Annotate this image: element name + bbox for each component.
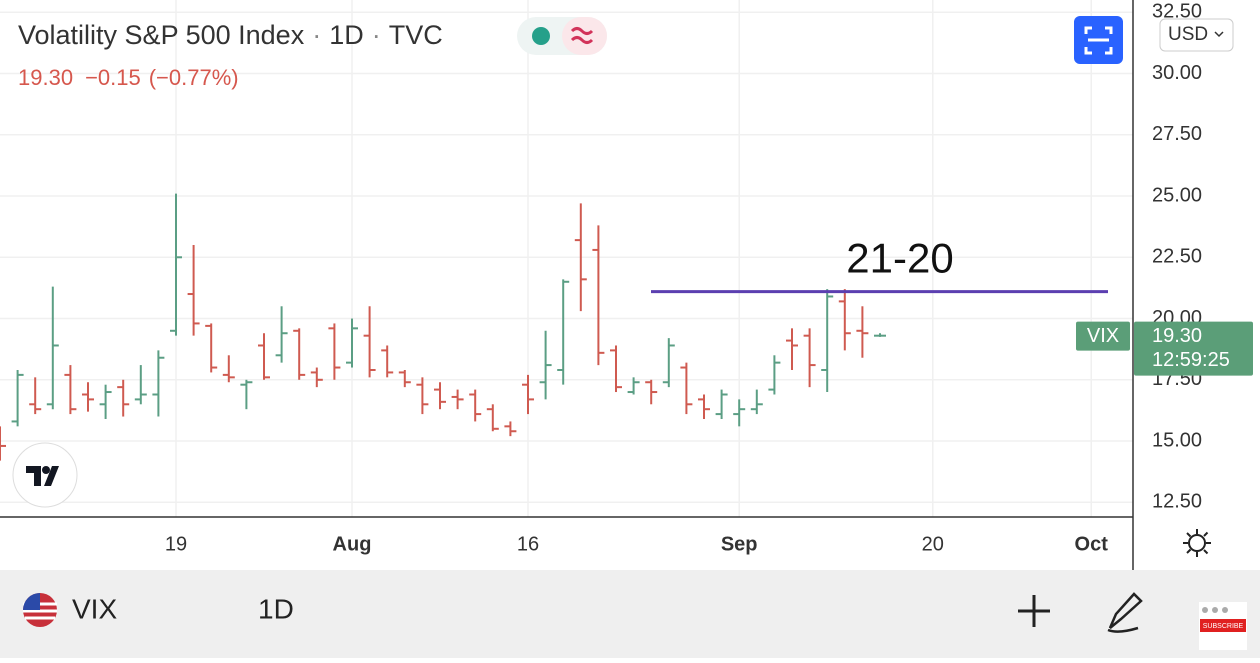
x-tick-label: Sep (721, 533, 758, 555)
interval: 1D (329, 20, 364, 50)
x-tick-label: 16 (517, 533, 539, 555)
add-button[interactable] (1018, 595, 1050, 627)
x-tick-label: 19 (165, 533, 187, 555)
last-price: 19.30 (18, 65, 73, 90)
tradingview-logo[interactable] (12, 442, 78, 508)
fullscreen-button[interactable] (1074, 16, 1123, 64)
x-tick-label: Oct (1075, 533, 1109, 555)
separator: · (312, 20, 321, 50)
symbol-tag (1076, 321, 1130, 351)
x-tick-label: Aug (333, 533, 372, 555)
settings-button[interactable] (1183, 529, 1211, 557)
countdown: 12:59:25 (1152, 349, 1230, 371)
price-tag (1134, 321, 1253, 376)
change-pct: (−0.77%) (149, 65, 239, 90)
currency: USD (1168, 24, 1208, 45)
price-change: 19.30 −0.15 (−0.77%) (18, 65, 239, 90)
x-tick-label: 20 (922, 533, 944, 555)
toolbar-interval[interactable]: 1D (258, 593, 294, 624)
y-tick-label: 32.50 (1152, 1, 1202, 23)
toolbar (0, 570, 1260, 658)
draw-button[interactable] (1107, 592, 1143, 633)
currency-dropdown[interactable]: USD (1159, 18, 1234, 52)
title: Volatility S&P 500 Index (18, 20, 305, 50)
status-pill[interactable] (517, 17, 607, 55)
marks: 21-20 (0, 193, 1108, 461)
symbol-title: Volatility S&P 500 Index · 1D · TVC (18, 20, 443, 50)
y-tick-label: 15.00 (1152, 429, 1202, 451)
chart-bg (0, 0, 1260, 570)
y-tick-label: 27.50 (1152, 123, 1202, 145)
flag-icon (23, 593, 57, 627)
x-axis: 19 Aug 16 Sep 20 Oct (165, 533, 1108, 555)
y-tick-label: 30.00 (1152, 62, 1202, 84)
change: −0.15 (85, 65, 141, 90)
subscribe-badge[interactable]: SUBSCRIBE (1199, 602, 1247, 650)
symbol-tag-label: VIX (1087, 325, 1119, 347)
y-tick-label: 22.50 (1152, 246, 1202, 268)
toolbar-symbol[interactable]: VIX (72, 593, 117, 624)
source: TVC (389, 20, 443, 50)
annotation: 21-20 (846, 235, 953, 282)
y-tick-label: 25.00 (1152, 184, 1202, 206)
price-tag-label: 19.30 (1152, 325, 1202, 347)
separator: · (372, 20, 381, 50)
y-tick-label: 12.50 (1152, 491, 1202, 513)
subscribe-text: SUBSCRIBE (1203, 623, 1244, 630)
y-axis: 12.5015.0017.5020.0022.5025.0027.5030.00… (1152, 1, 1202, 513)
